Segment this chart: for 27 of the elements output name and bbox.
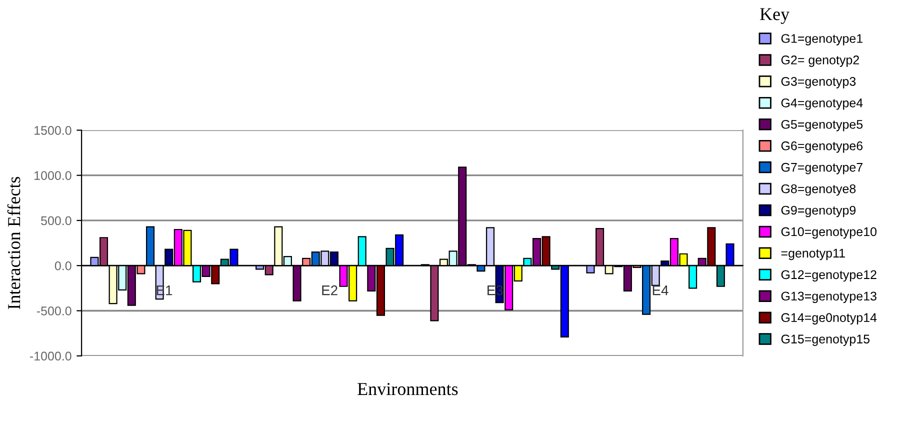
legend-label: G3=genotyp3 [781,77,856,88]
y-tick-label: -1000.0 [30,352,72,361]
y-tick-label: 1500.0 [34,126,72,135]
y-tick-label: 0.0 [54,261,72,270]
legend-label: G15=genotyp15 [781,334,870,346]
y-tick-label: 500.0 [41,216,72,226]
x-tick-label: E3 [488,285,503,296]
x-tick-label: E4 [652,286,668,296]
legend-label: G6=genotype6 [781,141,863,153]
legend-label: G13=genotype13 [781,292,876,304]
legend-label: G1=genotype1 [781,34,862,46]
legend-label: G4=genotype4 [781,98,863,110]
x-tick-label: E2 [322,285,338,296]
legend-label: G9=genotyp9 [781,206,856,218]
legend-title: Key [760,8,790,24]
legend-label: G14=ge0notyp14 [781,313,877,324]
legend-label: G5=genotype5 [781,120,863,132]
legend-label: =genotyp11 [781,248,845,260]
legend-label: G10=genotype10 [781,227,877,239]
y-tick-label: -500.0 [36,306,72,316]
legend-label: G7=genotype7 [781,162,862,174]
y-axis-title: Interaction Effects [7,176,20,310]
x-axis-title: Environments [358,382,458,396]
legend-label: G2= genotyp2 [781,56,859,67]
legend-label: G8=genotye8 [781,184,856,196]
legend-label: G12=genotype12 [781,270,876,282]
y-tick-label: 1000.0 [34,171,72,180]
